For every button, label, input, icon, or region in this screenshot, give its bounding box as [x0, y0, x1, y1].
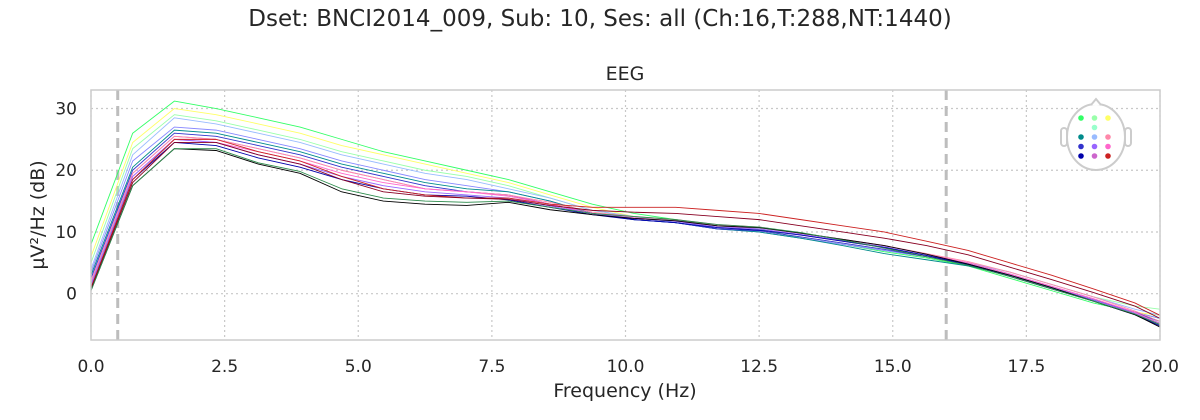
- sensor-dot: [1078, 143, 1084, 150]
- figure-suptitle: Dset: BNCI2014_009, Sub: 10, Ses: all (C…: [248, 6, 951, 32]
- left-ear: [1060, 127, 1068, 147]
- sensor-dot: [1091, 115, 1098, 121]
- sensor-dot: [1078, 115, 1084, 121]
- plot-frame: [90, 89, 1161, 341]
- x-tick-label: 15.0: [874, 357, 912, 377]
- channel-series-line: [90, 138, 1161, 316]
- x-tick-label: 7.5: [478, 357, 505, 377]
- y-tick-label: 0: [66, 285, 77, 305]
- x-tick-label: 12.5: [740, 357, 778, 377]
- sensor-dot: [1091, 134, 1098, 140]
- sensor-dot: [1105, 115, 1111, 121]
- sensor-dot: [1091, 143, 1098, 150]
- nose-shape: [1090, 97, 1102, 106]
- sensor-dot: [1105, 134, 1111, 140]
- x-tick-label: 5.0: [345, 357, 372, 377]
- sensor-layout-inset: [1060, 97, 1132, 171]
- x-tick-label: 20.0: [1141, 357, 1179, 377]
- channel-series-line: [90, 100, 1161, 319]
- x-tick-labels: 0.0 2.5 5.0 7.5 10.0 12.5 15.0 17.5 20.0: [77, 357, 1178, 377]
- y-tick-label: 30: [55, 100, 77, 120]
- y-axis-label: µV²/Hz (dB): [27, 160, 49, 269]
- x-tick-label: 2.5: [211, 357, 238, 377]
- x-tick-label: 17.5: [1007, 357, 1045, 377]
- x-tick-label: 0.0: [77, 357, 104, 377]
- y-tick-label: 10: [55, 223, 77, 243]
- series-lines: [90, 100, 1161, 328]
- sensor-dot: [1091, 124, 1098, 131]
- y-tick-label: 20: [55, 161, 77, 181]
- plot-area: [90, 89, 1161, 341]
- channel-series-line: [90, 142, 1161, 319]
- channel-series-line: [90, 148, 1161, 325]
- frequency-band-markers: [116, 90, 948, 340]
- sensor-dot: [1105, 153, 1111, 159]
- sensor-dots: [1078, 115, 1111, 159]
- x-axis-label: Frequency (Hz): [553, 380, 696, 402]
- sensor-dot: [1091, 153, 1098, 159]
- sensor-dot: [1078, 153, 1084, 159]
- right-ear: [1124, 127, 1132, 147]
- axes-title: EEG: [606, 63, 645, 85]
- sensor-dot: [1105, 143, 1111, 150]
- y-tick-labels: 0 10 20 30: [55, 100, 77, 305]
- x-tick-label: 10.0: [607, 357, 645, 377]
- sensor-dot: [1078, 134, 1084, 140]
- channel-series-line: [90, 148, 1161, 328]
